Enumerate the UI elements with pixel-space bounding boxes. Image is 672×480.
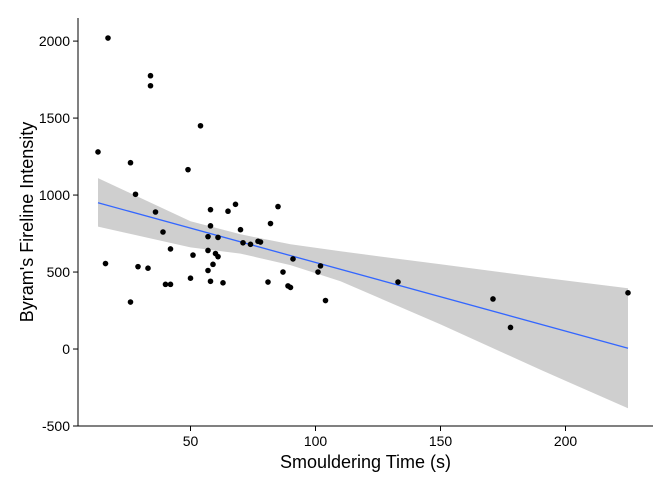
data-point — [187, 275, 194, 281]
data-point — [490, 296, 496, 302]
confidence-band — [98, 178, 628, 409]
data-point — [197, 122, 204, 129]
data-point — [267, 220, 274, 227]
data-point — [247, 241, 254, 248]
points-layer — [95, 35, 631, 331]
data-point — [185, 166, 191, 173]
x-tick-label: 200 — [554, 433, 578, 449]
data-point — [145, 265, 151, 271]
data-point — [232, 201, 239, 208]
data-point — [102, 260, 109, 267]
data-point — [210, 261, 216, 268]
data-point — [625, 290, 631, 296]
regression-line — [97, 202, 629, 349]
data-point — [127, 159, 134, 166]
data-point — [207, 278, 214, 285]
data-point — [315, 269, 321, 275]
data-point — [317, 263, 324, 269]
axes-layer — [77, 18, 653, 427]
data-point — [205, 233, 211, 240]
data-point — [147, 82, 154, 89]
y-tick-label: 0 — [62, 341, 70, 357]
data-point — [207, 223, 214, 229]
data-point — [127, 299, 134, 305]
data-point — [135, 263, 141, 270]
data-point — [275, 203, 281, 210]
data-point — [167, 281, 174, 288]
fit-line-layer — [97, 202, 629, 349]
data-point — [507, 324, 514, 331]
y-tick-label: 1000 — [39, 187, 70, 203]
data-point — [220, 280, 226, 286]
data-point — [167, 246, 174, 252]
data-point — [205, 247, 211, 254]
data-point — [287, 284, 294, 291]
y-tick-label: 1500 — [39, 110, 70, 126]
data-point — [95, 149, 101, 155]
data-point — [215, 234, 221, 241]
data-point — [322, 297, 329, 304]
y-tick-label: 2000 — [39, 33, 70, 49]
data-point — [190, 252, 196, 258]
data-point — [152, 209, 159, 215]
data-point — [257, 239, 264, 245]
data-point — [105, 35, 111, 41]
data-point — [205, 267, 211, 274]
data-point — [160, 229, 166, 235]
confidence-band-layer — [98, 178, 628, 409]
x-tick-group: 50 100 150 200 — [183, 426, 578, 449]
data-point — [395, 279, 401, 285]
data-point — [240, 239, 246, 246]
y-axis-title: Byram's Fireline Intensity — [17, 122, 37, 323]
data-point — [225, 208, 231, 215]
data-point — [147, 72, 154, 79]
x-axis-title: Smouldering Time (s) — [280, 452, 451, 472]
data-point — [290, 256, 296, 262]
data-point — [215, 253, 221, 260]
data-point — [280, 269, 286, 275]
data-point — [237, 226, 244, 233]
data-point — [207, 206, 214, 213]
x-tick-label: 50 — [183, 433, 199, 449]
data-point — [265, 279, 271, 285]
y-tick-label: -500 — [42, 418, 70, 434]
data-point — [132, 191, 139, 198]
y-tick-label: 500 — [47, 264, 71, 280]
x-tick-label: 150 — [429, 433, 453, 449]
y-tick-group: -500 0 500 1000 1500 2000 — [39, 33, 78, 434]
data-point — [162, 281, 169, 288]
x-tick-label: 100 — [304, 433, 328, 449]
